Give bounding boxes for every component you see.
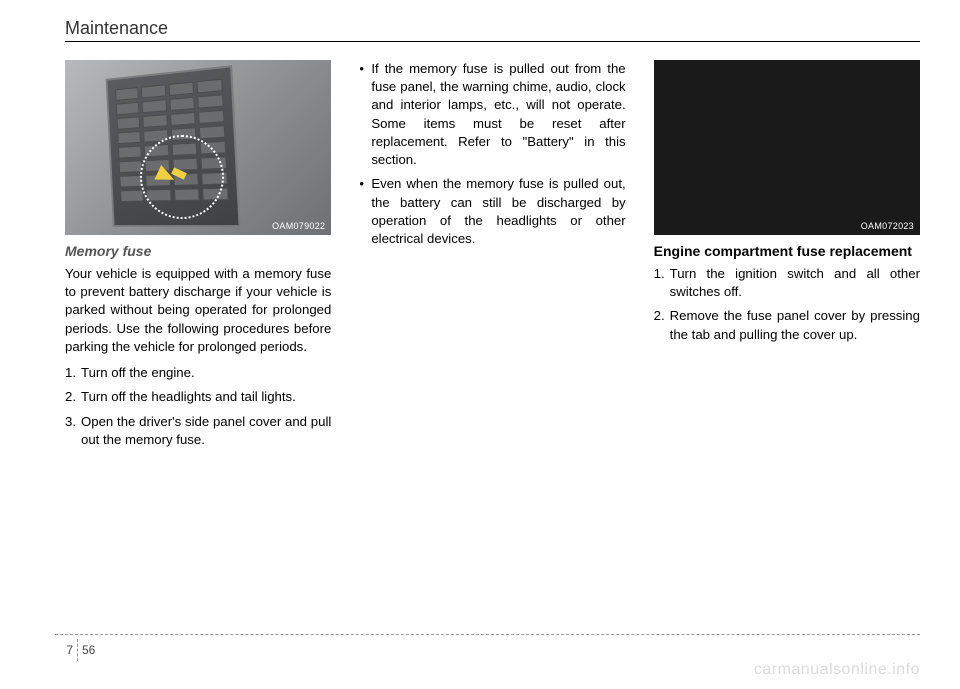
memory-fuse-paragraph: Your vehicle is equipped with a memory f… [65,265,331,356]
bullet-icon: • [359,60,371,169]
column-2: • If the memory fuse is pulled out from … [359,60,625,455]
column-container: OAM079022 Memory fuse Your vehicle is eq… [65,60,920,455]
memory-fuse-steps: 1. Turn off the engine. 2. Turn off the … [65,364,331,449]
column-1: OAM079022 Memory fuse Your vehicle is eq… [65,60,331,455]
bullet-text: Even when the memory fuse is pulled out,… [371,175,625,248]
figure-code: OAM079022 [272,221,325,231]
step-item: 1. Turn off the engine. [65,364,331,382]
engine-compartment-steps: 1. Turn the ignition switch and all othe… [654,265,920,344]
memory-fuse-subheading: Memory fuse [65,243,331,259]
step-item: 2. Turn off the headlights and tail ligh… [65,388,331,406]
column-3: OAM072023 Engine compartment fuse replac… [654,60,920,455]
figure-memory-fuse: OAM079022 [65,60,331,235]
page-number-block: 7 56 [55,639,920,661]
section-title: Maintenance [65,18,920,39]
step-text: Turn off the engine. [81,364,331,382]
step-item: 1. Turn the ignition switch and all othe… [654,265,920,301]
step-item: 2. Remove the fuse panel cover by pressi… [654,307,920,343]
bullet-text: If the memory fuse is pulled out from th… [371,60,625,169]
step-number: 2. [654,307,670,343]
figure-code: OAM072023 [861,221,914,231]
page-footer: 7 56 [55,634,920,661]
engine-compartment-heading: Engine compartment fuse replacement [654,243,920,259]
figure-engine-compartment: OAM072023 [654,60,920,235]
manual-page: Maintenance [0,0,960,689]
bullet-item: • If the memory fuse is pulled out from … [359,60,625,169]
bullet-item: • Even when the memory fuse is pulled ou… [359,175,625,248]
watermark: carmanualsonline.info [754,661,920,679]
step-number: 2. [65,388,81,406]
step-number: 1. [65,364,81,382]
memory-fuse-notes: • If the memory fuse is pulled out from … [359,60,625,248]
step-item: 3. Open the driver's side panel cover an… [65,413,331,449]
step-text: Open the driver's side panel cover and p… [81,413,331,449]
step-number: 3. [65,413,81,449]
step-number: 1. [654,265,670,301]
step-text: Turn off the headlights and tail lights. [81,388,331,406]
page-number: 56 [78,639,95,661]
bullet-icon: • [359,175,371,248]
step-text: Turn the ignition switch and all other s… [670,265,920,301]
title-rule [65,41,920,42]
chapter-number: 7 [55,639,78,661]
footer-dashed-rule [55,634,920,635]
step-text: Remove the fuse panel cover by pressing … [670,307,920,343]
